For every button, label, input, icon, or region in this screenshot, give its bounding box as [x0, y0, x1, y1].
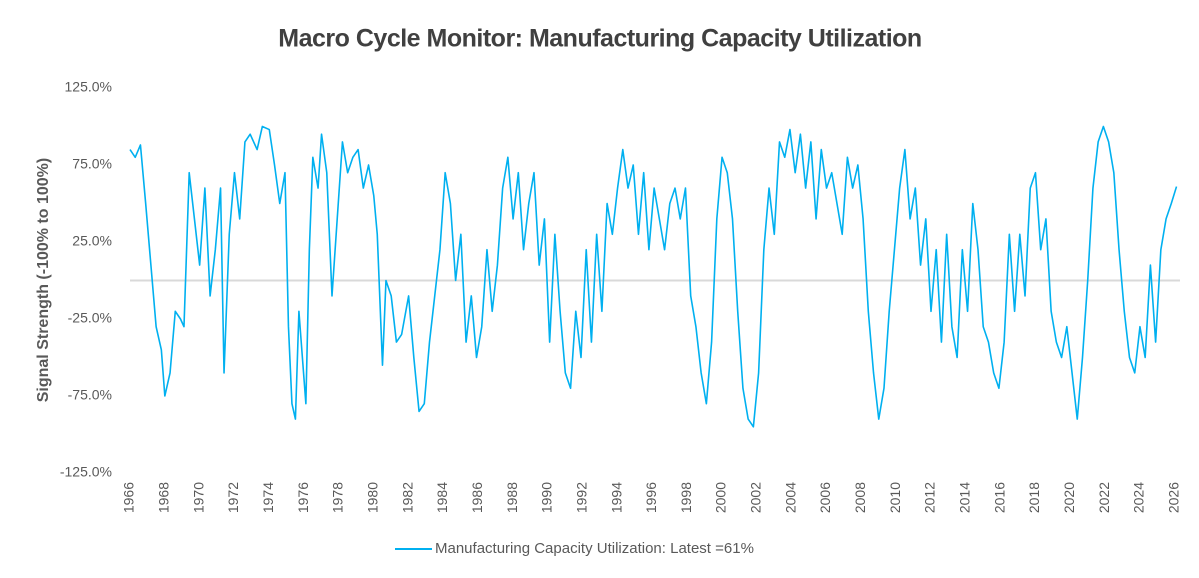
- x-tick-label: 2004: [782, 482, 798, 513]
- y-tick-label: 75.0%: [72, 156, 112, 172]
- x-tick-label: 2012: [922, 482, 938, 513]
- x-tick-label: 1966: [121, 482, 137, 513]
- x-tick-label: 2010: [887, 482, 903, 513]
- y-tick-label: 25.0%: [72, 233, 112, 249]
- y-tick-label: -125.0%: [60, 464, 112, 480]
- x-tick-label: 2026: [1165, 482, 1181, 513]
- x-tick-label: 1976: [295, 482, 311, 513]
- x-tick-label: 2018: [1026, 482, 1042, 513]
- y-tick-label: 125.0%: [65, 79, 112, 95]
- x-tick-label: 1992: [573, 482, 589, 513]
- x-tick-label: 2000: [713, 482, 729, 513]
- x-tick-label: 1972: [225, 482, 241, 513]
- x-tick-label: 1988: [504, 482, 520, 513]
- x-tick-label: 2002: [748, 482, 764, 513]
- x-tick-label: 1996: [643, 482, 659, 513]
- legend-label: Manufacturing Capacity Utilization: Late…: [435, 540, 754, 557]
- x-tick-label: 1980: [364, 482, 380, 513]
- x-tick-label: 2014: [957, 482, 973, 513]
- y-tick-label: -75.0%: [68, 387, 112, 403]
- x-tick-label: 1990: [539, 482, 555, 513]
- x-tick-label: 1986: [469, 482, 485, 513]
- x-tick-label: 1978: [330, 482, 346, 513]
- x-tick-label: 1968: [156, 482, 172, 513]
- y-tick-label: -25.0%: [68, 310, 112, 326]
- series-line: [129, 125, 1178, 428]
- x-tick-label: 1998: [678, 482, 694, 513]
- x-tick-label: 1994: [608, 482, 624, 513]
- x-tick-label: 1984: [434, 482, 450, 513]
- x-tick-label: 2024: [1131, 482, 1147, 513]
- x-tick-label: 2008: [852, 482, 868, 513]
- x-tick-label: 2016: [991, 482, 1007, 513]
- chart-title: Macro Cycle Monitor: Manufacturing Capac…: [278, 25, 921, 53]
- x-tick-label: 1982: [399, 482, 415, 513]
- x-tick-label: 2006: [817, 482, 833, 513]
- x-tick-label: 1974: [260, 482, 276, 513]
- x-tick-label: 2020: [1061, 482, 1077, 513]
- x-tick-label: 2022: [1096, 482, 1112, 513]
- y-axis-label: Signal Strength (-100% to 100%): [35, 158, 52, 403]
- x-tick-label: 1970: [190, 482, 206, 513]
